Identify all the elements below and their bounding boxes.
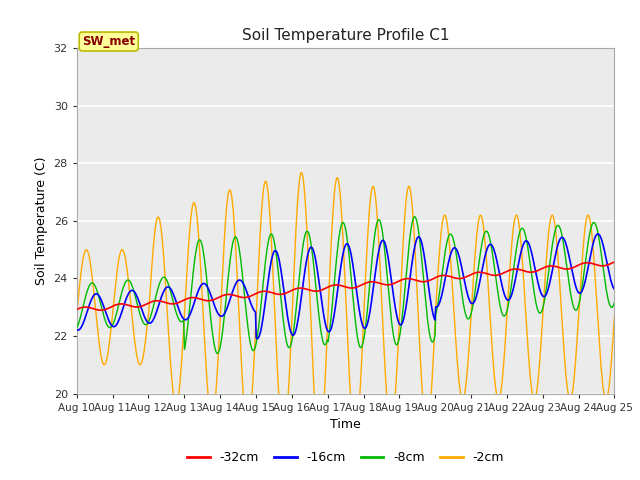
Y-axis label: Soil Temperature (C): Soil Temperature (C) bbox=[35, 156, 48, 285]
Title: Soil Temperature Profile C1: Soil Temperature Profile C1 bbox=[242, 28, 449, 43]
Text: SW_met: SW_met bbox=[82, 35, 135, 48]
Legend: -32cm, -16cm, -8cm, -2cm: -32cm, -16cm, -8cm, -2cm bbox=[182, 446, 509, 469]
X-axis label: Time: Time bbox=[330, 418, 361, 431]
